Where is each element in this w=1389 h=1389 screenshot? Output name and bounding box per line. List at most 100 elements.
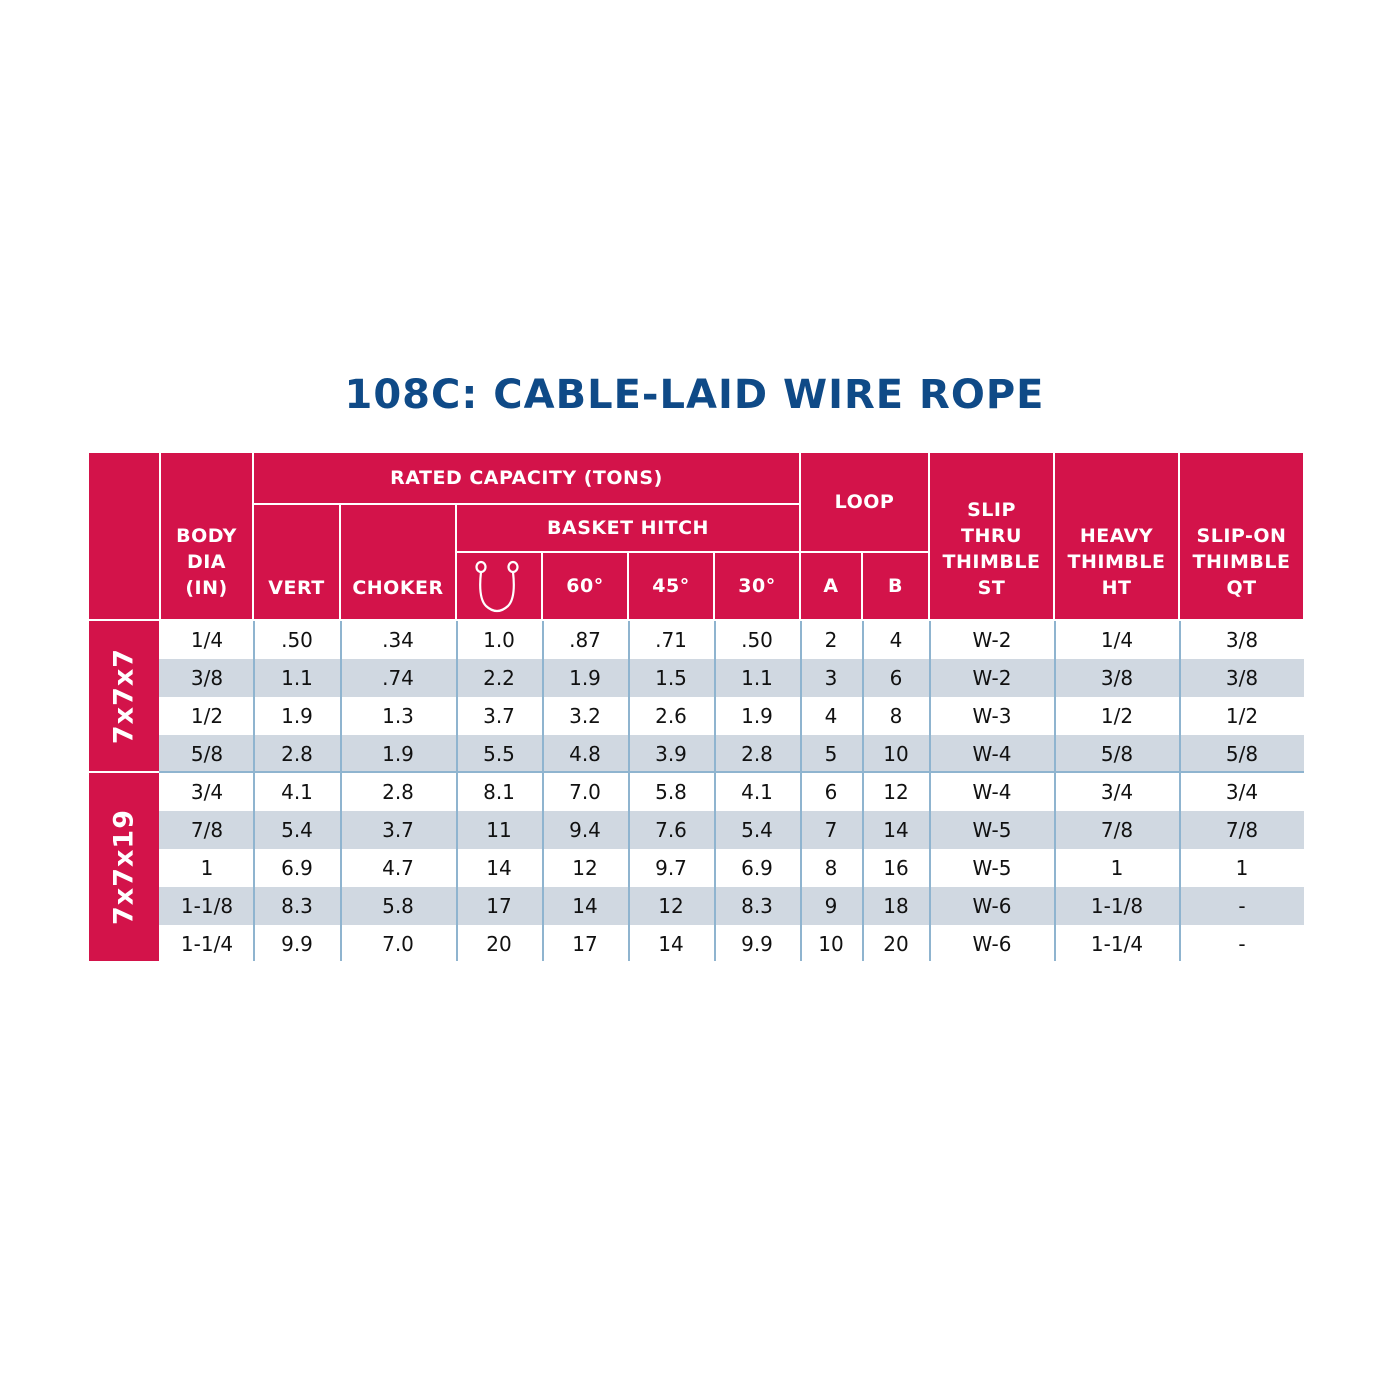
cell-basket-30: 9.9: [741, 932, 773, 956]
cell-basket-60: 9.4: [569, 818, 601, 842]
cell-basket-60: 17: [572, 932, 598, 956]
header-vert-label: VERT: [268, 577, 325, 599]
cell-slip-on: 3/8: [1225, 628, 1259, 652]
header-45-deg-label: 45°: [652, 575, 690, 597]
cell-body-dia: 7/8: [190, 818, 224, 842]
table-row: 1/4 .50 .34 1.0 .87 .71 .50 2 4 W-2 1/4 3/8: [159, 621, 1304, 659]
header-rated-capacity-label: RATED CAPACITY (TONS): [390, 467, 663, 489]
cell-basket-45: 9.7: [655, 856, 687, 880]
column-divider: [628, 621, 630, 961]
cell-loop-b: 4: [889, 628, 903, 652]
cell-loop-b: 14: [883, 818, 909, 842]
header-corner: [89, 453, 159, 619]
cell-loop-b: 20: [883, 932, 909, 956]
cell-basket-vertical: 3.7: [483, 704, 515, 728]
cell-basket-30: 1.1: [741, 666, 773, 690]
table-row: 3/4 4.1 2.8 8.1 7.0 5.8 4.1 6 12 W-4 3/4 3/4: [159, 773, 1304, 811]
cell-body-dia: 1-1/4: [180, 932, 234, 956]
cell-choker: 2.8: [382, 780, 414, 804]
header-rated-capacity: RATED CAPACITY (TONS): [254, 453, 799, 503]
cell-basket-60: .87: [569, 628, 601, 652]
cell-loop-b: 6: [889, 666, 903, 690]
cell-body-dia: 3/8: [190, 666, 224, 690]
cell-slip-on: 7/8: [1225, 818, 1259, 842]
cell-slip-on: 1/2: [1225, 704, 1259, 728]
cell-loop-a: 4: [824, 704, 838, 728]
column-divider: [862, 621, 864, 961]
cell-slip-thru: W-4: [972, 780, 1012, 804]
cell-basket-60: 3.2: [569, 704, 601, 728]
column-divider: [542, 621, 544, 961]
cell-vert: 6.9: [281, 856, 313, 880]
column-divider: [800, 621, 802, 961]
table-row: 1-1/8 8.3 5.8 17 14 12 8.3 9 18 W-6 1-1/8 -: [159, 887, 1304, 925]
header-loop-b-label: B: [888, 575, 903, 597]
cell-vert: 9.9: [281, 932, 313, 956]
cell-loop-a: 5: [824, 742, 838, 766]
column-divider: [714, 621, 716, 961]
cell-vert: 1.1: [281, 666, 313, 690]
cell-basket-vertical: 1.0: [483, 628, 515, 652]
cell-loop-a: 7: [824, 818, 838, 842]
cell-basket-45: 1.5: [655, 666, 687, 690]
cell-basket-60: 14: [572, 894, 598, 918]
cell-basket-45: 14: [658, 932, 684, 956]
cell-choker: .34: [382, 628, 414, 652]
column-divider: [1179, 621, 1181, 961]
cell-vert: 5.4: [281, 818, 313, 842]
header-30-deg: 30°: [715, 553, 799, 619]
cell-slip-thru: W-4: [972, 742, 1012, 766]
cell-loop-a: 8: [824, 856, 838, 880]
header-slip-thru: SLIP THRU THIMBLE ST: [930, 453, 1053, 619]
table-row: 1/2 1.9 1.3 3.7 3.2 2.6 1.9 4 8 W-3 1/2 1/2: [159, 697, 1304, 735]
header-basket-hitch: BASKET HITCH: [457, 505, 799, 551]
cell-loop-a: 6: [824, 780, 838, 804]
cell-basket-vertical: 20: [486, 932, 512, 956]
table-row: 7/8 5.4 3.7 11 9.4 7.6 5.4 7 14 W-5 7/8 7/8: [159, 811, 1304, 849]
header-slip-on-label: SLIP-ON THIMBLE QT: [1192, 525, 1291, 599]
header-body-dia: BODY DIA (IN): [161, 453, 252, 619]
column-divider: [253, 621, 255, 961]
cell-slip-on: 3/4: [1225, 780, 1259, 804]
cell-choker: 1.9: [382, 742, 414, 766]
cell-slip-thru: W-3: [972, 704, 1012, 728]
cell-basket-vertical: 11: [486, 818, 512, 842]
cell-basket-60: 12: [572, 856, 598, 880]
column-divider: [1054, 621, 1056, 961]
cell-slip-on: 1: [1235, 856, 1249, 880]
cell-loop-b: 10: [883, 742, 909, 766]
cell-choker: 1.3: [382, 704, 414, 728]
cell-slip-on: 5/8: [1225, 742, 1259, 766]
cell-loop-a: 3: [824, 666, 838, 690]
cell-basket-vertical: 5.5: [483, 742, 515, 766]
header-60-deg-label: 60°: [566, 575, 604, 597]
cell-slip-thru: W-6: [972, 932, 1012, 956]
page-title: 108C: CABLE-LAID WIRE ROPE: [344, 372, 1045, 418]
cell-body-dia: 1/2: [190, 704, 224, 728]
header-body-dia-label: BODY DIA (IN): [176, 525, 237, 599]
cell-heavy: 3/4: [1100, 780, 1134, 804]
cell-choker: 5.8: [382, 894, 414, 918]
cell-basket-vertical: 17: [486, 894, 512, 918]
group-separator: [159, 771, 1304, 773]
group-label-7x7x19: 7x7x19: [89, 773, 159, 961]
cell-slip-on: -: [1238, 932, 1246, 956]
cell-loop-b: 16: [883, 856, 909, 880]
cell-choker: .74: [382, 666, 414, 690]
cell-basket-30: 6.9: [741, 856, 773, 880]
cell-heavy: 3/8: [1100, 666, 1134, 690]
header-loop-label: LOOP: [834, 491, 895, 513]
cell-vert: 1.9: [281, 704, 313, 728]
cell-vert: 2.8: [281, 742, 313, 766]
table-row: 3/8 1.1 .74 2.2 1.9 1.5 1.1 3 6 W-2 3/8 3/8: [159, 659, 1304, 697]
header-choker: CHOKER: [341, 505, 455, 619]
cell-vert: 4.1: [281, 780, 313, 804]
group-label-text: 7x7x7: [108, 647, 140, 745]
cell-slip-on: -: [1238, 894, 1246, 918]
cell-body-dia: 3/4: [190, 780, 224, 804]
column-divider: [456, 621, 458, 961]
cell-basket-30: .50: [741, 628, 773, 652]
cell-loop-a: 9: [824, 894, 838, 918]
cell-choker: 7.0: [382, 932, 414, 956]
cell-heavy: 1/4: [1100, 628, 1134, 652]
